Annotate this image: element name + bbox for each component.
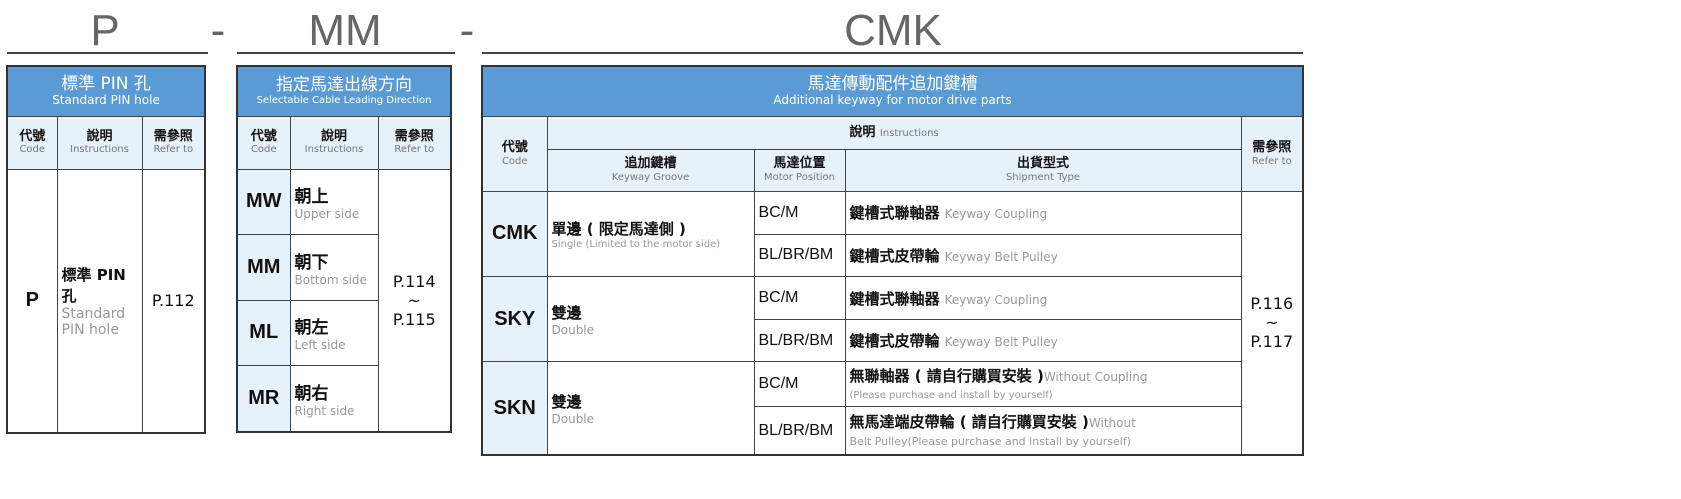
table-row: MW 朝上 Upper side P.114 ~ P.115 <box>236 168 452 433</box>
col-instructions: 說明 Instructions <box>56 115 143 170</box>
shipment-cell: 鍵槽式聯軸器 Keyway Coupling <box>844 275 1242 321</box>
cable-direction-table: 指定馬達出線方向 Selectable Cable Leading Directi… <box>236 65 453 433</box>
code-cell: MR <box>236 365 291 433</box>
separator-dash: - <box>459 6 475 55</box>
shipment-cell: 鍵槽式聯軸器 Keyway Coupling <box>844 190 1242 235</box>
position-cell: BC/M <box>753 361 846 408</box>
position-cell: BC/M <box>753 190 846 235</box>
table-row: MM 朝下 Bottom side <box>236 234 451 301</box>
keyway-cell: 雙邊 Double <box>546 275 755 363</box>
col-code: 代號 Code <box>236 115 291 170</box>
code-cell: ML <box>236 299 291 367</box>
table-row: BL/BR/BM 鍵槽式皮帶輪 Keyway Belt Pulley <box>482 233 1303 278</box>
col-instructions: 說明 Instructions <box>546 115 1242 150</box>
table-header: 指定馬達出線方向 Selectable Cable Leading Directi… <box>236 65 452 117</box>
code-segment-p: P <box>90 6 120 55</box>
refer-cell: P.114 ~ P.115 <box>377 168 452 433</box>
keyway-cell: 單邊 ( 限定馬達側 ) Single (Limited to the motor… <box>546 190 755 278</box>
table-row: BL/BR/BM 無馬達端皮帶輪 ( 請自行購買安裝 )Without Belt … <box>482 406 1303 456</box>
col-keyway: 追加鍵槽 Keyway Groove <box>546 148 755 192</box>
table-header: 馬達傳動配件追加鍵槽 Additional keyway for motor dr… <box>481 65 1304 117</box>
table-row: SKN 雙邊 Double BC/M 無聯軸器 ( 請自行購買安裝 )Withou… <box>481 361 1303 456</box>
desc-cell: 朝上 Upper side <box>289 168 379 236</box>
position-cell: BL/BR/BM <box>753 406 846 456</box>
col-refer: 需參照 Refer to <box>377 115 452 170</box>
shipment-cell: 無馬達端皮帶輪 ( 請自行購買安裝 )Without Belt Pulley(Pl… <box>844 406 1242 456</box>
table-row: ML 朝左 Left side <box>236 299 451 367</box>
col-motor-position: 馬達位置 Motor Position <box>753 148 846 192</box>
shipment-cell: 無聯軸器 ( 請自行購買安裝 )Without Coupling (Please … <box>844 361 1242 408</box>
position-cell: BC/M <box>753 275 846 321</box>
desc-cell: 朝右 Right side <box>289 365 379 433</box>
table-row: MR 朝右 Right side <box>236 365 451 433</box>
pin-hole-table: 標準 PIN 孔 Standard PIN hole 代號 Code 說明 Instr… <box>6 65 207 434</box>
table-row: P 標準 PIN 孔 Standard PIN hole P.112 <box>6 168 206 434</box>
separator-dash: - <box>210 6 226 55</box>
code-segment-cmk: CMK <box>844 6 942 55</box>
desc-cell: 朝左 Left side <box>289 299 379 367</box>
code-segment-mm: MM <box>308 6 382 55</box>
code-cell: SKN <box>481 361 548 456</box>
position-cell: BL/BR/BM <box>753 319 846 363</box>
col-code: 代號 Code <box>6 115 58 170</box>
code-cell: MM <box>236 234 291 301</box>
col-code: 代號 Code <box>481 115 548 192</box>
table-header: 標準 PIN 孔 Standard PIN hole <box>6 65 206 117</box>
refer-cell: P.116 ~ P.117 <box>1240 190 1304 456</box>
code-cell: CMK <box>481 190 548 278</box>
divider <box>482 52 1303 54</box>
code-cell: MW <box>236 168 291 236</box>
divider <box>237 52 455 54</box>
desc-cell: 朝下 Bottom side <box>289 234 379 301</box>
table-row: CMK 單邊 ( 限定馬達側 ) Single (Limited to the m… <box>481 190 1304 456</box>
shipment-cell: 鍵槽式皮帶輪 Keyway Belt Pulley <box>844 319 1242 363</box>
code-cell: SKY <box>481 275 548 363</box>
refer-cell: P.112 <box>141 168 206 434</box>
code-cell: P <box>6 168 58 434</box>
table-row: SKY 雙邊 Double BC/M 鍵槽式聯軸器 Keyway Coupling <box>481 275 1303 363</box>
desc-cell: 標準 PIN 孔 Standard PIN hole <box>56 168 143 434</box>
divider <box>7 52 208 54</box>
keyway-cell: 雙邊 Double <box>546 361 755 456</box>
col-shipment: 出貨型式 Shipment Type <box>844 148 1242 192</box>
position-cell: BL/BR/BM <box>753 233 846 278</box>
col-refer: 需參照 Refer to <box>1240 115 1304 192</box>
col-refer: 需參照 Refer to <box>141 115 206 170</box>
table-row: BL/BR/BM 鍵槽式皮帶輪 Keyway Belt Pulley <box>482 319 1303 363</box>
col-instructions: 說明 Instructions <box>289 115 379 170</box>
shipment-cell: 鍵槽式皮帶輪 Keyway Belt Pulley <box>844 233 1242 278</box>
keyway-table: 馬達傳動配件追加鍵槽 Additional keyway for motor dr… <box>481 65 1305 456</box>
